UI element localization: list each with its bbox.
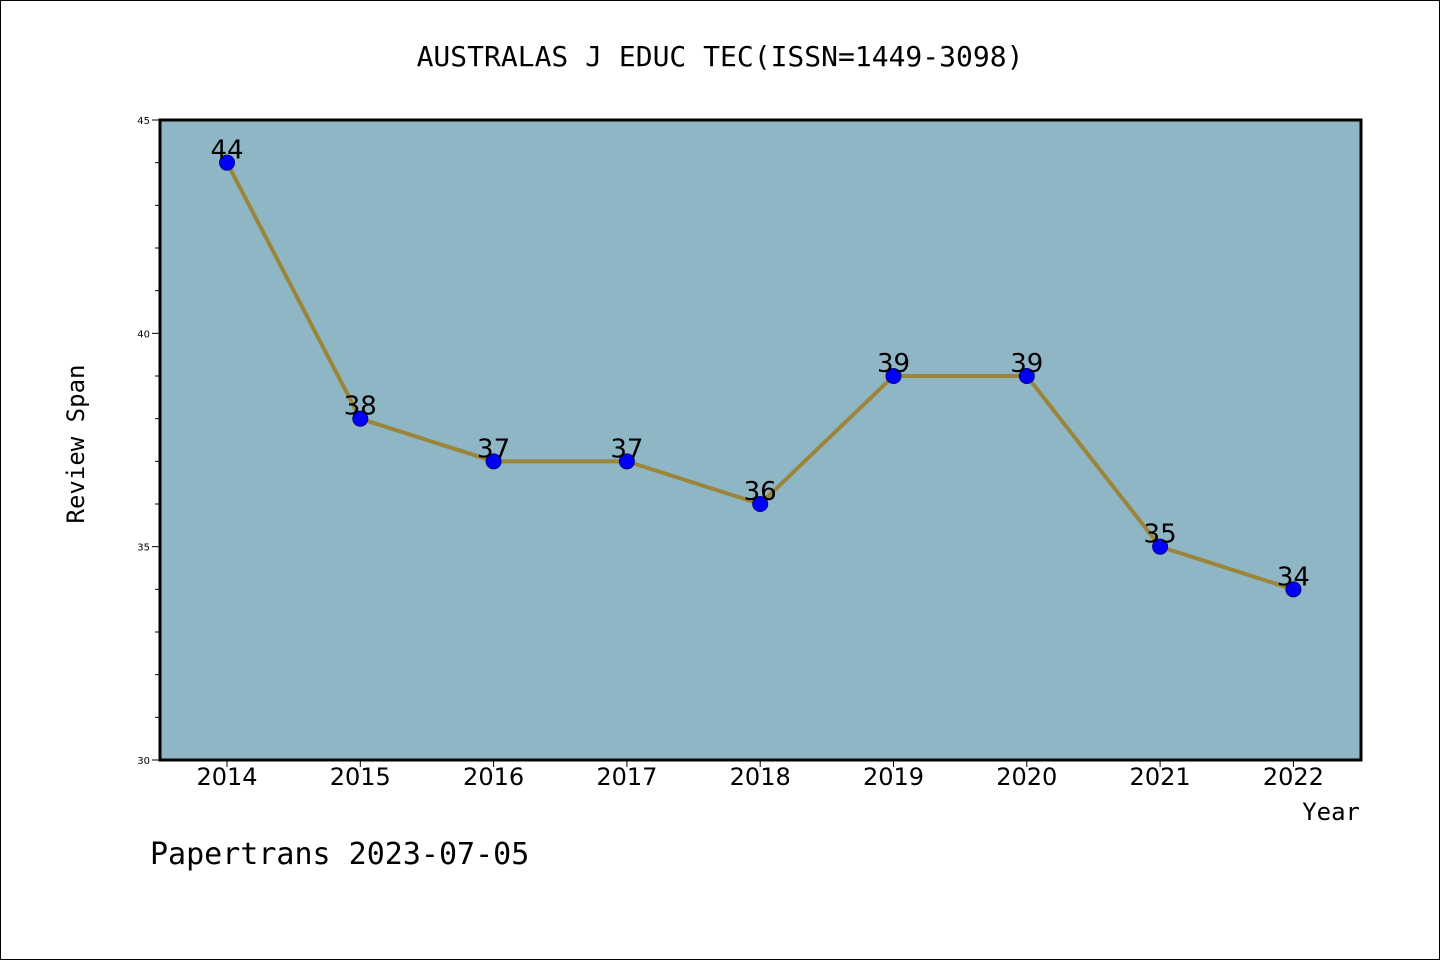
series-line-group [219, 154, 1302, 598]
data-point [352, 410, 369, 427]
x-tick-label: 2018 [730, 763, 791, 791]
data-label: 44 [210, 136, 243, 166]
data-point [1152, 538, 1169, 555]
x-axis-label: Year [1302, 798, 1360, 826]
data-label: 39 [877, 349, 910, 379]
data-label: 37 [610, 434, 643, 464]
data-point [1018, 368, 1035, 384]
y-tick-label: 30 [137, 756, 150, 767]
y-tick-label: 40 [137, 329, 150, 340]
x-tick-label: 2017 [596, 763, 657, 791]
x-tick-label: 2015 [330, 763, 391, 791]
x-axis: 2014 2015 2016 2017 2018 2019 2020 2021 2022 [196, 760, 1324, 791]
watermark-text: Papertrans 2023-07-05 [150, 837, 529, 872]
x-tick-label: 2021 [1130, 763, 1191, 791]
x-tick-label: 2022 [1263, 763, 1324, 791]
data-point [885, 368, 902, 384]
data-label: 36 [744, 477, 777, 507]
x-tick-label: 2014 [196, 763, 257, 791]
x-tick-label: 2016 [463, 763, 524, 791]
data-point [485, 453, 502, 470]
data-labels: 44 38 37 37 36 39 39 35 34 [210, 136, 1309, 593]
data-point [618, 453, 635, 470]
y-axis: 30 35 40 45 [137, 116, 160, 767]
y-tick-label: 45 [137, 116, 150, 127]
data-label: 34 [1277, 562, 1310, 592]
x-tick-label: 2020 [996, 763, 1057, 791]
data-label: 37 [477, 434, 510, 464]
y-axis-label: Review Span [62, 365, 90, 524]
data-label: 35 [1144, 520, 1177, 550]
chart-title: AUSTRALAS J EDUC TEC(ISSN=1449-3098) [417, 40, 1024, 73]
y-tick-label: 35 [137, 543, 150, 554]
data-point [219, 154, 235, 171]
data-point [752, 496, 769, 512]
data-label: 39 [1010, 349, 1043, 379]
plot-area [158, 118, 1363, 762]
data-point [1285, 581, 1302, 598]
data-label: 38 [344, 392, 377, 422]
x-tick-label: 2019 [863, 763, 924, 791]
